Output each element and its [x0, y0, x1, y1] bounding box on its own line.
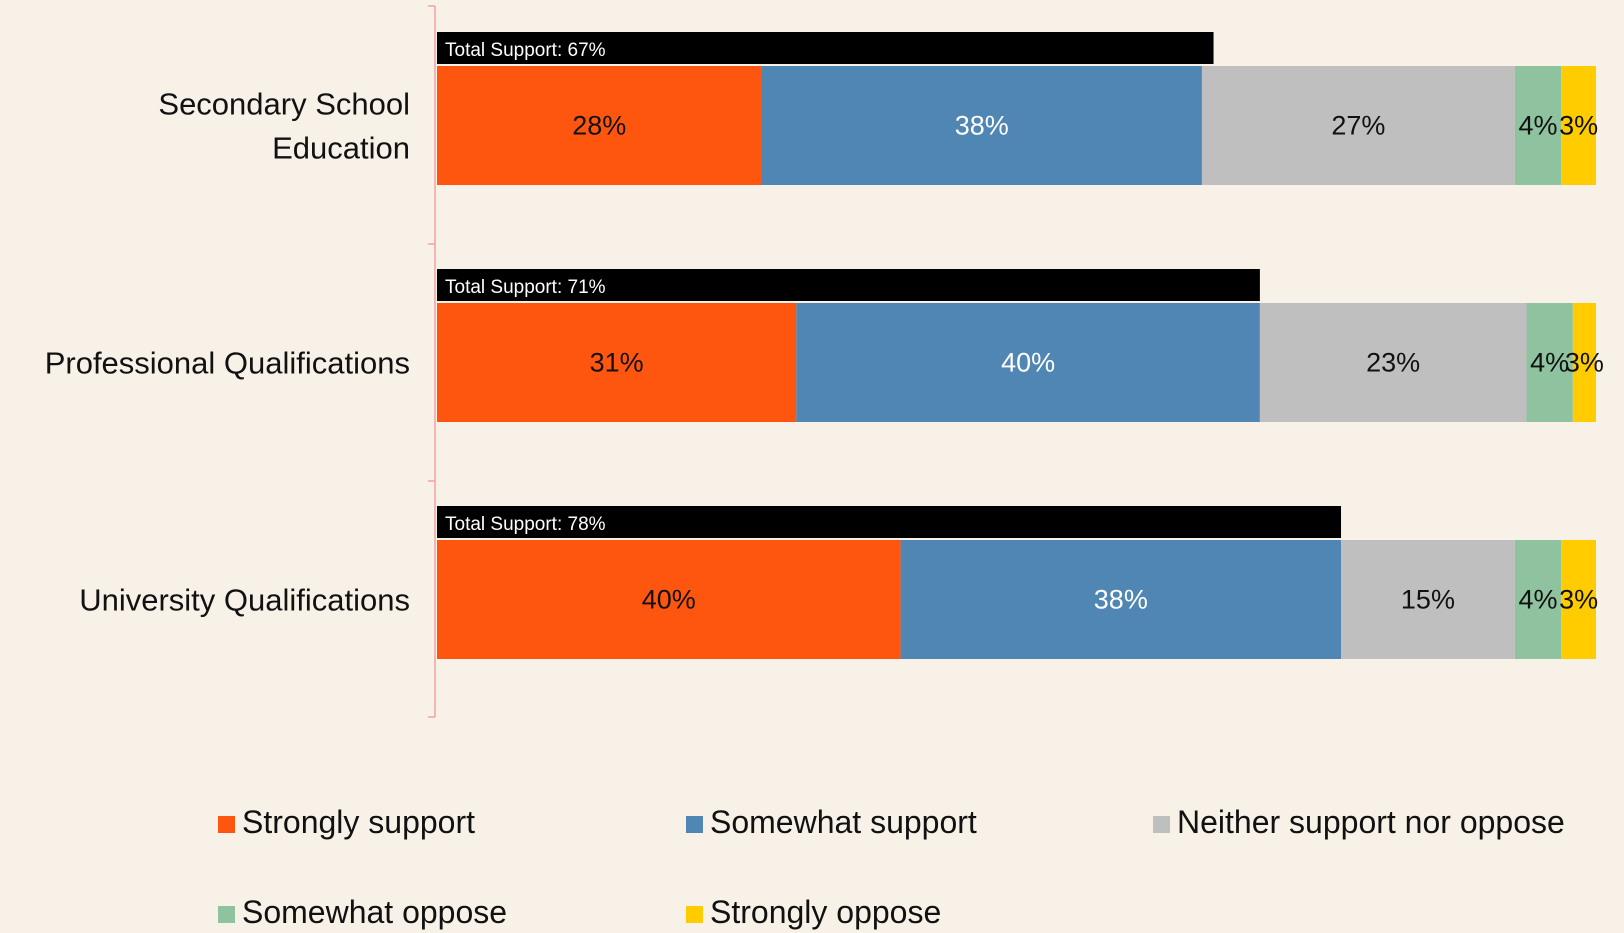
data-label: 4% [1519, 585, 1558, 615]
data-label: 38% [1094, 585, 1148, 615]
data-label: 3% [1559, 111, 1598, 141]
data-label: 15% [1401, 585, 1455, 615]
legend-label: Strongly oppose [710, 894, 941, 930]
data-label: 4% [1519, 111, 1558, 141]
legend-swatch [1153, 816, 1170, 833]
total-support-bar [437, 506, 1342, 538]
total-support-label: Total Support: 67% [445, 40, 606, 61]
data-label: 3% [1559, 585, 1598, 615]
legend-swatch [686, 816, 703, 833]
category-label: Secondary School [158, 87, 410, 122]
bar-segment [1514, 540, 1562, 659]
data-label: 23% [1366, 348, 1420, 378]
bar-segment [1259, 303, 1527, 422]
category-label: Professional Qualifications [45, 346, 410, 381]
category-label: University Qualifications [79, 583, 410, 618]
bar-segment [1341, 540, 1515, 659]
bar-segment [1201, 66, 1515, 185]
bar-segment [796, 303, 1260, 422]
legend-swatch [218, 906, 235, 923]
bar-segment [1526, 303, 1573, 422]
bar-segment [900, 540, 1342, 659]
total-support-label: Total Support: 71% [445, 277, 606, 298]
data-label: 31% [590, 348, 644, 378]
data-label: 28% [572, 111, 626, 141]
total-support-bar [437, 269, 1260, 301]
bar-segment [1561, 540, 1596, 659]
legend-label: Somewhat oppose [242, 894, 507, 930]
total-support-bar [437, 32, 1214, 64]
bar-segment [761, 66, 1202, 185]
legend-label: Neither support nor oppose [1177, 804, 1565, 840]
bar-segment [1572, 303, 1596, 422]
bar-segment [437, 303, 797, 422]
bar-segment [1561, 66, 1596, 185]
data-label: 38% [955, 111, 1009, 141]
data-label: 40% [642, 585, 696, 615]
bar-segment [437, 66, 762, 185]
data-label: 4% [1530, 348, 1569, 378]
bar-segment [1514, 66, 1562, 185]
legend-swatch [686, 906, 703, 923]
legend-label: Strongly support [242, 804, 475, 840]
data-label: 3% [1565, 348, 1604, 378]
legend-swatch [218, 816, 235, 833]
bar-segment [437, 540, 901, 659]
total-support-label: Total Support: 78% [445, 514, 606, 535]
data-label: 27% [1331, 111, 1385, 141]
data-label: 40% [1001, 348, 1055, 378]
legend-label: Somewhat support [710, 804, 977, 840]
category-label: Education [272, 131, 410, 166]
